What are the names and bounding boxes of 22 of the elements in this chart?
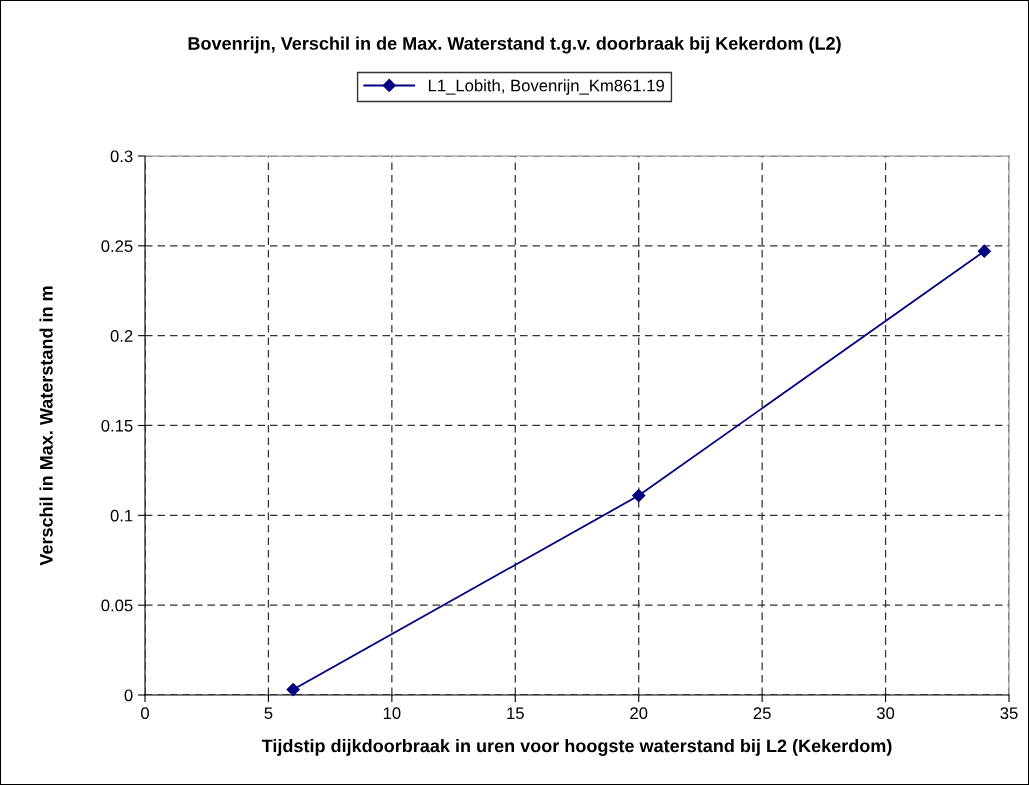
x-tick-label: 20 [630,707,648,720]
x-tick-label: 0 [141,707,149,720]
y-tick-label: 0.05 [101,599,133,612]
x-tick-label: 5 [264,707,273,720]
point [977,244,991,258]
y-tick-label: 0.25 [101,240,133,253]
y-tick-label: 0.15 [101,419,133,432]
point [286,683,300,697]
x-tick-label: 15 [507,707,524,720]
y-tick-label: 0.3 [110,150,133,163]
x-tick-label: 30 [876,707,895,720]
x-axis-title: Tijdstip dijkdoorbraak in uren voor hoogste waterstand bij L2 (Kekerdom) [261,739,892,756]
chart-title: Bovenrijn, Verschil in de Max. Waterstand t.g.v. doorbraak bij Kekerdom (L2) [188,36,841,54]
y-tick-label: 0.2 [110,330,133,342]
point [632,488,646,503]
y-tick-label: 0.1 [110,509,133,522]
y-tick-label: 0 [124,689,133,702]
x-tick-label: 10 [383,707,401,720]
y-axis-title: Verschil in Max. Waterstand in m [39,286,53,566]
legend-label: L1_Lobith, Bovenrijn_Km861.19 [428,79,664,95]
x-tick-label: 35 [1000,707,1018,720]
x-tick-label: 25 [753,707,771,720]
